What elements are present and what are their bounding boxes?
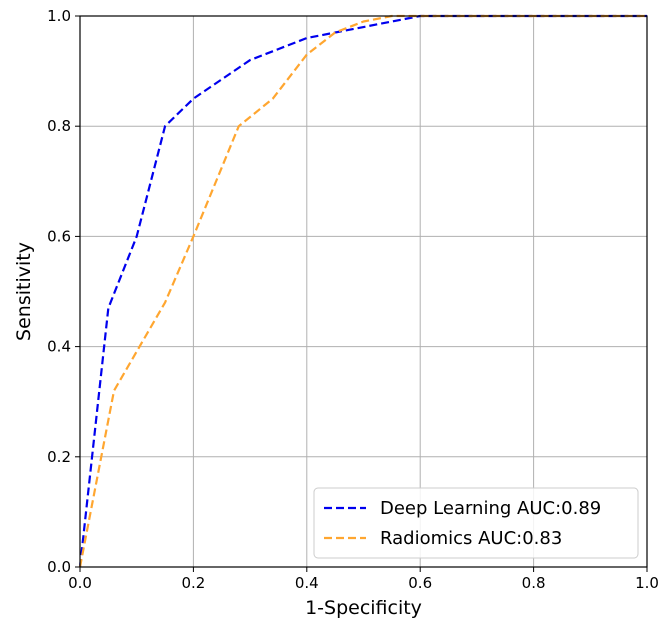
x-tick-label: 0.6 xyxy=(408,574,432,592)
legend: Deep Learning AUC:0.89 Radiomics AUC:0.83 xyxy=(313,487,639,559)
legend-label-1: Radiomics AUC:0.83 xyxy=(380,528,562,549)
grid-lines xyxy=(79,15,648,568)
x-tick-label: 0.8 xyxy=(522,574,546,592)
x-tick-label: 0.2 xyxy=(181,574,205,592)
axis-ticks: 0.0 0.2 0.4 0.6 0.8 1.0 0.0 0.2 0.4 0.6 0.8 1.0 xyxy=(47,7,659,592)
legend-box xyxy=(313,487,639,559)
y-tick-label: 0.0 xyxy=(47,558,71,576)
legend-label-0: Deep Learning AUC:0.89 xyxy=(380,498,601,519)
series-line-0 xyxy=(78,14,647,568)
y-tick-label: 1.0 xyxy=(47,7,71,25)
y-tick-label: 0.2 xyxy=(47,448,71,466)
y-axis-label: Sensitivity xyxy=(13,242,35,341)
y-tick-label: 0.8 xyxy=(47,117,71,135)
x-tick-label: 1.0 xyxy=(635,574,659,592)
x-axis-label: 1-Specificity xyxy=(305,597,422,619)
y-tick-label: 0.4 xyxy=(47,338,71,356)
series-line-1 xyxy=(78,14,647,568)
series-layer xyxy=(78,14,647,568)
y-tick-label: 0.6 xyxy=(47,227,71,245)
x-tick-label: 0.0 xyxy=(68,574,92,592)
plot-frame xyxy=(79,15,648,568)
x-tick-label: 0.4 xyxy=(295,574,319,592)
